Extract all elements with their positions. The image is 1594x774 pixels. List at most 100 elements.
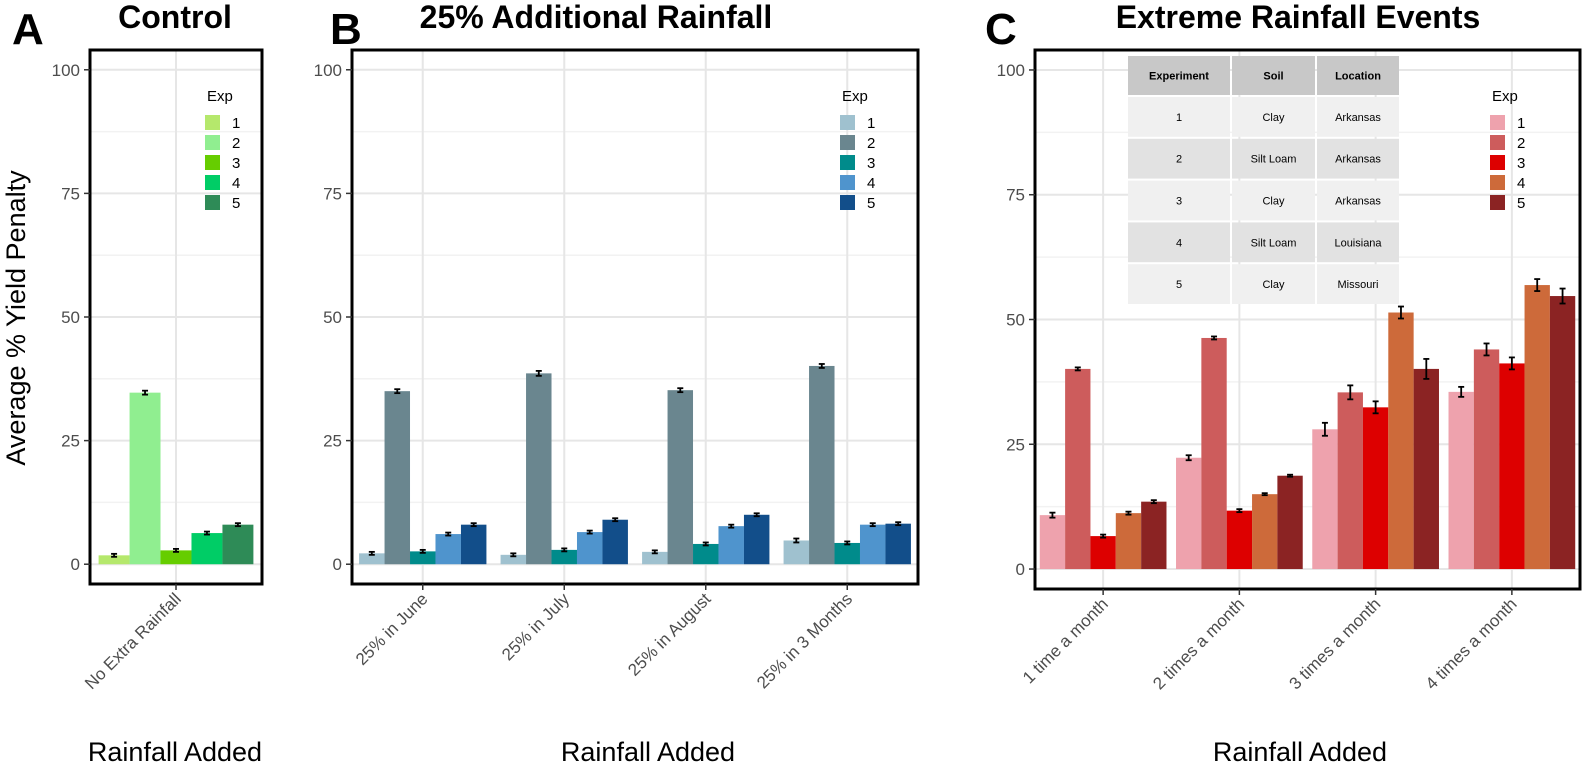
bar-exp1-25-in-august xyxy=(642,551,668,565)
y-tick-label: 75 xyxy=(1006,186,1025,205)
x-tick-label: 3 times a month xyxy=(1285,594,1384,693)
table-cell xyxy=(1317,97,1399,137)
x-tick-label: 25% in July xyxy=(498,589,573,664)
bar-exp5-25-in-3-months xyxy=(885,523,911,565)
legend-key-exp3 xyxy=(840,155,855,170)
error-bar xyxy=(561,547,568,553)
legend-label: 3 xyxy=(232,155,240,172)
table-cell-text: Silt Loam xyxy=(1251,237,1297,249)
error-bar xyxy=(1100,533,1107,539)
legend-key-exp1 xyxy=(1490,115,1505,130)
legend-label: 4 xyxy=(232,175,240,192)
table-cell xyxy=(1128,97,1230,137)
bar-exp1-2-times-a-month xyxy=(1176,457,1202,570)
table-cell xyxy=(1232,138,1315,179)
error-bar xyxy=(1074,366,1081,372)
bar-exp2-1-time-a-month xyxy=(1065,368,1091,570)
y-tick-label: 100 xyxy=(997,61,1025,80)
y-tick-label: 0 xyxy=(1016,560,1025,579)
legend-key-exp5 xyxy=(205,195,220,210)
x-tick-label: 25% in August xyxy=(624,589,714,679)
bar-exp2-4-times-a-month xyxy=(1473,349,1500,570)
legend-title: Exp xyxy=(207,88,233,105)
error-bar xyxy=(1321,421,1328,437)
bar-exp4-25-in-june xyxy=(435,534,461,565)
bar-exp2-no-extra-rainfall xyxy=(129,392,161,565)
error-bar xyxy=(793,537,800,544)
bar-exp5-3-times-a-month xyxy=(1413,368,1439,570)
legend-label: 4 xyxy=(867,175,875,192)
table-header-cell xyxy=(1232,56,1315,95)
bar-exp3-25-in-june xyxy=(410,551,436,565)
table-cell xyxy=(1128,264,1230,304)
table-header-text: Location xyxy=(1335,71,1381,83)
y-tick-label: 0 xyxy=(333,555,342,574)
bar-exp3-3-times-a-month xyxy=(1362,407,1389,570)
table-cell xyxy=(1232,97,1315,137)
error-bar xyxy=(1372,400,1379,415)
legend-key-exp1 xyxy=(205,115,220,130)
legend-label: 5 xyxy=(867,195,875,212)
error-bar xyxy=(419,548,426,554)
x-tick-label: 4 times a month xyxy=(1422,594,1521,693)
error-bar xyxy=(203,530,210,536)
error-bar xyxy=(651,549,658,555)
error-bar xyxy=(1423,358,1430,380)
error-bar xyxy=(1347,384,1354,401)
legend-key-exp4 xyxy=(840,175,855,190)
legend-key-exp4 xyxy=(1490,175,1505,190)
legend-label: 2 xyxy=(867,135,875,152)
bar-exp3-no-extra-rainfall xyxy=(160,550,192,565)
x-axis-title: Rainfall Added xyxy=(1213,737,1387,767)
panel-letter-b: B xyxy=(330,5,362,54)
x-tick-label: 2 times a month xyxy=(1149,594,1248,693)
table-cell-text: Arkansas xyxy=(1335,112,1381,124)
error-bar xyxy=(702,541,709,547)
bar-exp1-no-extra-rainfall xyxy=(98,555,130,565)
panel-title: Control xyxy=(118,0,232,35)
legend-label: 1 xyxy=(867,115,875,132)
error-bar xyxy=(1508,356,1515,371)
legend-title: Exp xyxy=(1492,88,1518,105)
error-bar xyxy=(1287,473,1294,478)
error-bar xyxy=(1397,305,1404,320)
bar-exp5-25-in-august xyxy=(743,514,770,565)
gridlines xyxy=(90,50,262,584)
bar-exp4-3-times-a-month xyxy=(1388,312,1414,570)
panel-letter-c: C xyxy=(985,5,1017,54)
table-cell xyxy=(1128,180,1230,221)
bar-exp1-25-in-3-months xyxy=(783,540,810,565)
bar-exp5-25-in-july xyxy=(602,519,628,565)
legend-key-exp5 xyxy=(840,195,855,210)
experiment-table: Experiment Soil Location 1 Clay Arkansas 2 Silt… xyxy=(1128,56,1399,304)
error-bar xyxy=(612,517,619,523)
error-bar xyxy=(1185,454,1192,462)
panel-title: 25% Additional Rainfall xyxy=(420,0,773,35)
table-cell xyxy=(1128,138,1230,179)
error-bar xyxy=(445,531,452,537)
bar-exp2-25-in-august xyxy=(667,390,694,565)
legend-key-exp5 xyxy=(1490,195,1505,210)
table-cell-text: Louisiana xyxy=(1334,237,1382,249)
table-cell xyxy=(1232,264,1315,304)
legend-label: 1 xyxy=(1517,115,1525,132)
legend-label: 5 xyxy=(232,195,240,212)
bar-exp3-2-times-a-month xyxy=(1226,510,1253,570)
y-tick-label: 100 xyxy=(314,61,342,80)
legend: Exp 1 2 3 4 5 xyxy=(840,88,875,212)
error-bar xyxy=(535,369,542,377)
table-cell xyxy=(1317,180,1399,221)
error-bar xyxy=(1458,385,1465,398)
error-bar xyxy=(142,389,149,396)
y-tick-label: 100 xyxy=(52,61,80,80)
x-axis-title: Rainfall Added xyxy=(88,737,262,767)
error-bar xyxy=(869,522,876,528)
bar-exp2-25-in-3-months xyxy=(809,365,835,565)
table-cell-text: Clay xyxy=(1262,196,1285,208)
y-tick-label: 50 xyxy=(1006,311,1025,330)
table-cell-text: 3 xyxy=(1176,196,1182,208)
y-tick-label: 0 xyxy=(71,555,80,574)
